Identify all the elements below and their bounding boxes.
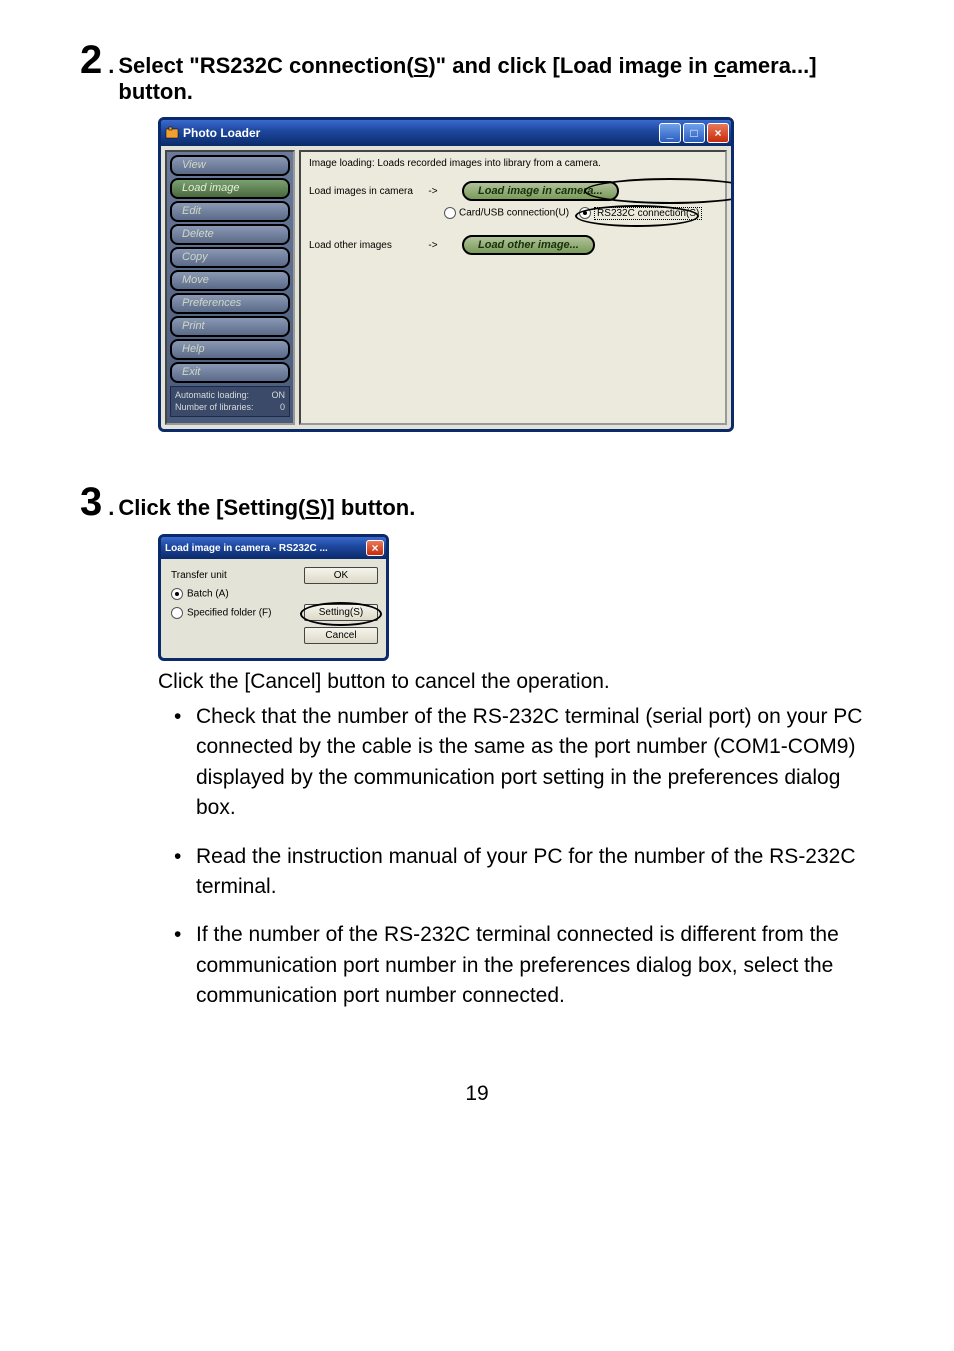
sidebar-item-load-image[interactable]: Load image: [170, 178, 290, 199]
row-load-other-label: Load other images: [309, 240, 424, 251]
button-label: Cancel: [325, 630, 356, 641]
step-2-text-part-1: S: [414, 53, 429, 78]
sidebar-item-label: Move: [182, 274, 209, 286]
step-3-number: 3: [80, 482, 102, 522]
row-load-camera-label: Load images in camera: [309, 186, 424, 197]
titlebar[interactable]: Photo Loader _ □ ×: [161, 120, 731, 146]
radio-label: Card/USB connection(U): [459, 208, 569, 219]
step-2-text: Select "RS232C connection(S)" and click …: [118, 53, 874, 105]
close-button[interactable]: ×: [707, 123, 729, 143]
step-3-text: Click the [Setting(S)] button.: [118, 495, 415, 521]
main-pane: Image loading: Loads recorded images int…: [299, 150, 727, 425]
load-other-image-button[interactable]: Load other image...: [462, 235, 595, 255]
radio-icon: [171, 607, 183, 619]
cancel-button[interactable]: Cancel: [304, 627, 378, 644]
sidebar-item-label: Delete: [182, 228, 214, 240]
radio-batch-option[interactable]: Batch (A): [171, 588, 378, 600]
sidebar: View Load image Edit Delete Copy Move Pr…: [165, 150, 295, 425]
button-label: OK: [334, 570, 348, 581]
main-description: Image loading: Loads recorded images int…: [309, 158, 717, 169]
button-label: Setting(S): [319, 607, 363, 618]
step-3-text-part-0: Click the [Setting(: [118, 495, 305, 520]
sidebar-item-view[interactable]: View: [170, 155, 290, 176]
sidebar-item-preferences[interactable]: Preferences: [170, 293, 290, 314]
step-2-text-part-2: )" and click [Load image in: [428, 53, 713, 78]
dialog-titlebar[interactable]: Load image in camera - RS232C ... ×: [161, 537, 386, 559]
status-auto-value: ON: [272, 390, 286, 402]
sidebar-item-label: Print: [182, 320, 205, 332]
photo-loader-window: Photo Loader _ □ × View Load image Edit …: [158, 117, 734, 432]
sidebar-item-exit[interactable]: Exit: [170, 362, 290, 383]
sidebar-item-print[interactable]: Print: [170, 316, 290, 337]
radio-icon: [444, 207, 456, 219]
step-2-text-part-3: c: [714, 53, 726, 78]
button-label: Load image in camera...: [478, 185, 603, 197]
step-2-text-part-0: Select "RS232C connection(: [118, 53, 413, 78]
sidebar-item-label: Edit: [182, 205, 201, 217]
transfer-unit-label: Transfer unit: [171, 570, 227, 581]
radio-icon: [579, 207, 591, 219]
dialog-title: Load image in camera - RS232C ...: [165, 543, 328, 554]
step-2-dot: .: [108, 53, 114, 79]
sidebar-item-label: Copy: [182, 251, 208, 263]
setting-button[interactable]: Setting(S): [304, 604, 378, 621]
sidebar-item-copy[interactable]: Copy: [170, 247, 290, 268]
sidebar-item-move[interactable]: Move: [170, 270, 290, 291]
radio-batch-label: Batch (A): [187, 589, 229, 600]
rs232c-dialog: Load image in camera - RS232C ... × Tran…: [158, 534, 389, 661]
minimize-button[interactable]: _: [659, 123, 681, 143]
sidebar-item-help[interactable]: Help: [170, 339, 290, 360]
load-image-in-camera-button[interactable]: Load image in camera...: [462, 181, 619, 201]
step-3-heading: 3. Click the [Setting(S)] button.: [80, 482, 874, 522]
status-lib-value: 0: [280, 402, 285, 414]
sidebar-item-label: Exit: [182, 366, 200, 378]
sidebar-item-label: Load image: [182, 182, 240, 194]
step-3-dot: .: [108, 495, 114, 521]
sidebar-item-label: Preferences: [182, 297, 241, 309]
sidebar-item-edit[interactable]: Edit: [170, 201, 290, 222]
radio-usb-label: Card/USB connection(U): [459, 208, 569, 219]
radio-rs232c-option[interactable]: RS232C connection(S): [579, 207, 702, 219]
sidebar-item-label: Help: [182, 343, 205, 355]
status-panel: Automatic loading: ON Number of libraries…: [170, 386, 290, 417]
sidebar-item-label: View: [182, 159, 206, 171]
step-3-text-part-1: S: [305, 495, 320, 520]
button-label: Load other image...: [478, 239, 579, 251]
window-title: Photo Loader: [183, 126, 260, 140]
step-2-number: 2: [80, 40, 102, 80]
radio-icon: [171, 588, 183, 600]
app-icon: [165, 126, 179, 140]
status-lib-label: Number of libraries:: [175, 402, 254, 414]
radio-rs232c-label: RS232C connection(S): [594, 207, 702, 220]
dialog-close-button[interactable]: ×: [366, 540, 384, 556]
page-number: 19: [80, 1082, 874, 1106]
bullet-2: Read the instruction manual of your PC f…: [174, 842, 874, 903]
arrow-icon: ->: [424, 186, 442, 197]
sidebar-item-delete[interactable]: Delete: [170, 224, 290, 245]
arrow-icon: ->: [424, 240, 442, 251]
radio-specified-label: Specified folder (F): [187, 608, 271, 619]
radio-specified-option[interactable]: Specified folder (F): [171, 607, 304, 619]
maximize-button[interactable]: □: [683, 123, 705, 143]
ok-button[interactable]: OK: [304, 567, 378, 584]
step-2-heading: 2. Select "RS232C connection(S)" and cli…: [80, 40, 874, 105]
step-3-text-part-2: )] button.: [320, 495, 415, 520]
bullet-3: If the number of the RS-232C terminal co…: [174, 920, 874, 1011]
bullet-1: Check that the number of the RS-232C ter…: [174, 702, 874, 824]
status-auto-label: Automatic loading:: [175, 390, 249, 402]
bullet-list: Check that the number of the RS-232C ter…: [174, 702, 874, 1012]
radio-usb-option[interactable]: Card/USB connection(U): [444, 207, 569, 219]
cancel-paragraph: Click the [Cancel] button to cancel the …: [158, 667, 874, 697]
